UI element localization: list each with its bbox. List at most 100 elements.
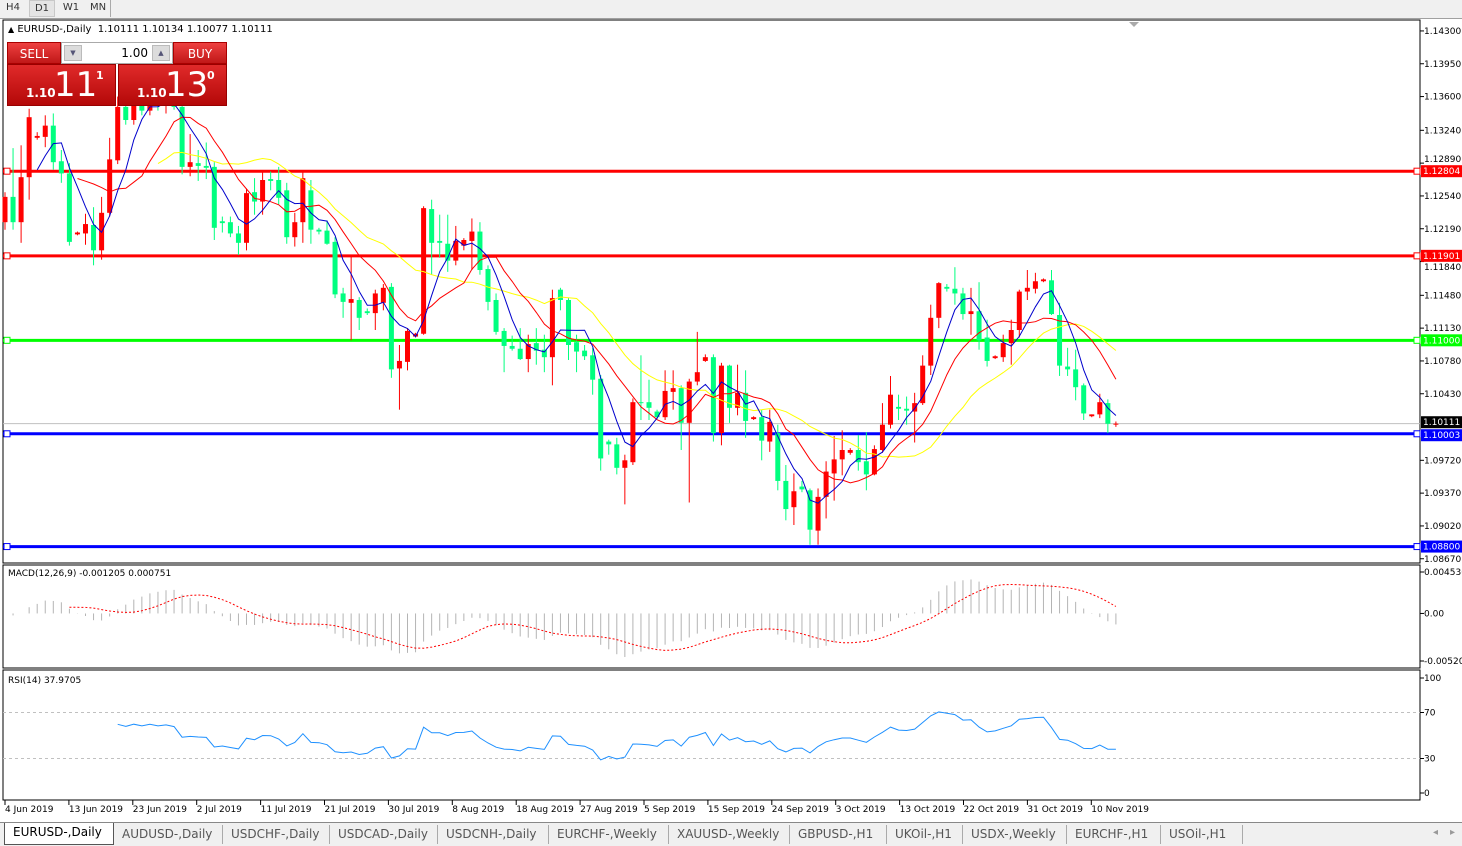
bear-candle[interactable] [356,300,362,318]
bear-candle[interactable] [799,486,805,490]
bear-candle[interactable] [316,229,322,232]
chart-shift-marker-icon[interactable] [1129,22,1139,27]
lot-size-input[interactable]: ▼ 1.00 ▲ [61,42,173,64]
sell-price-button[interactable]: 1.10 11 1 [7,64,116,106]
lot-value[interactable]: 1.00 [121,46,148,60]
bull-candle[interactable] [630,402,636,463]
timeframe-w1[interactable]: W1 [62,2,80,13]
bull-candle[interactable] [831,459,837,474]
bear-candle[interactable] [324,230,330,244]
bear-candle[interactable] [437,240,443,243]
scroll-left-icon[interactable]: ◂ [1433,827,1439,838]
line-anchor-icon[interactable] [1413,336,1421,344]
bull-candle[interactable] [413,333,419,337]
bull-candle[interactable] [1024,287,1030,292]
bull-candle[interactable] [405,330,410,362]
bear-candle[interactable] [388,286,394,370]
line-anchor-icon[interactable] [3,543,11,551]
bear-candle[interactable] [904,408,910,411]
bull-candle[interactable] [815,496,821,531]
bear-candle[interactable] [284,190,290,238]
chart-tab[interactable]: EURUSD-,Daily [4,823,114,845]
bear-candle[interactable] [123,106,129,120]
bear-candle[interactable] [590,355,596,380]
bull-candle[interactable] [1000,343,1006,358]
line-anchor-icon[interactable] [3,430,11,438]
bear-candle[interactable] [1081,385,1087,414]
bear-candle[interactable] [1057,315,1063,366]
chart-tab[interactable]: GBPUSD-,H1 [790,825,887,844]
bear-candle[interactable] [195,163,201,166]
bear-candle[interactable] [268,179,274,181]
bear-candle[interactable] [807,490,813,530]
bull-candle[interactable] [912,403,918,412]
bear-candle[interactable] [179,106,185,167]
bear-candle[interactable] [340,293,346,302]
bull-candle[interactable] [871,449,877,475]
bull-candle[interactable] [823,471,829,497]
bear-candle[interactable] [429,209,435,243]
line-anchor-icon[interactable] [3,167,11,175]
buy-button[interactable]: BUY [173,42,227,64]
collapse-arrow-icon[interactable]: ▲ [8,25,15,34]
bull-candle[interactable] [115,106,121,161]
bull-candle[interactable] [1016,291,1022,330]
bear-candle[interactable] [863,461,869,475]
bull-candle[interactable] [42,125,48,137]
bear-candle[interactable] [308,190,314,230]
bull-candle[interactable] [83,224,88,234]
bear-candle[interactable] [509,345,515,349]
bull-candle[interactable] [1097,402,1103,415]
line-anchor-icon[interactable] [3,336,11,344]
bear-candle[interactable] [91,225,97,251]
bull-candle[interactable] [879,424,885,450]
bear-candle[interactable] [10,196,16,223]
bull-candle[interactable] [2,196,8,223]
bear-candle[interactable] [582,350,588,357]
bear-candle[interactable] [1065,366,1071,370]
chart-tab[interactable]: USDCAD-,Daily [330,825,438,844]
bear-candle[interactable] [445,243,451,261]
bull-candle[interactable] [372,293,378,314]
bull-candle[interactable] [18,177,24,223]
bear-candle[interactable] [976,311,982,341]
bear-candle[interactable] [227,222,233,234]
bull-candle[interactable] [928,317,934,366]
bull-candle[interactable] [622,460,628,468]
bear-candle[interactable] [501,330,507,346]
bear-candle[interactable] [952,288,958,294]
bear-candle[interactable] [775,433,781,481]
bull-candle[interactable] [670,388,676,392]
line-anchor-icon[interactable] [1413,167,1421,175]
bull-candle[interactable] [1040,279,1046,282]
bull-candle[interactable] [791,491,797,508]
bull-candle[interactable] [396,360,402,369]
bull-candle[interactable] [74,232,80,235]
bear-candle[interactable] [557,289,563,300]
bear-candle[interactable] [485,269,491,302]
bull-candle[interactable] [26,117,32,178]
bull-candle[interactable] [260,180,266,202]
bull-candle[interactable] [187,162,193,167]
bull-candle[interactable] [992,356,998,359]
bull-candle[interactable] [686,381,692,423]
bull-candle[interactable] [968,311,974,315]
bear-candle[interactable] [252,192,258,202]
bull-candle[interactable] [525,344,531,360]
bull-candle[interactable] [380,287,386,303]
lot-increase-button[interactable]: ▲ [152,45,170,61]
bull-candle[interactable] [421,208,427,334]
bear-candle[interactable] [219,221,225,224]
bear-candle[interactable] [276,180,282,198]
bull-candle[interactable] [453,240,459,261]
line-anchor-icon[interactable] [3,252,11,260]
bear-candle[interactable] [332,241,338,295]
bull-candle[interactable] [718,365,724,434]
bull-candle[interactable] [694,372,700,382]
line-anchor-icon[interactable] [1413,430,1421,438]
bear-candle[interactable] [566,300,571,345]
bear-candle[interactable] [960,293,966,315]
timeframe-h4[interactable]: H4 [6,2,20,13]
bull-candle[interactable] [847,450,853,453]
chart-tab[interactable]: AUDUSD-,Daily [114,825,223,844]
